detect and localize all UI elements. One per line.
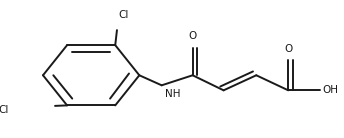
Text: Cl: Cl <box>119 10 129 20</box>
Text: NH: NH <box>165 89 181 99</box>
Text: O: O <box>284 44 292 55</box>
Text: O: O <box>189 31 197 41</box>
Text: Cl: Cl <box>0 105 9 115</box>
Text: OH: OH <box>322 85 338 95</box>
